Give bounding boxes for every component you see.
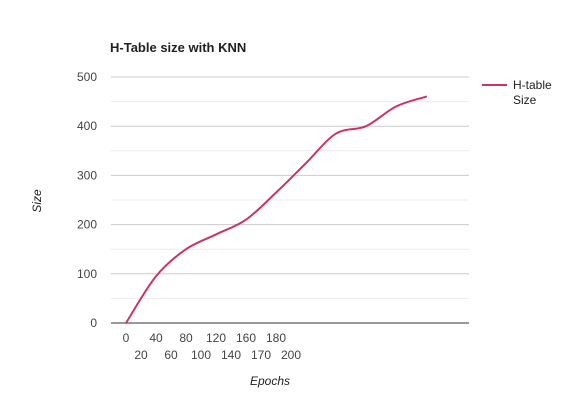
x-tick-label: 120 [206,331,226,345]
x-tick-label: 140 [221,348,241,362]
series-layer [125,95,427,324]
x-tick-label: 180 [266,331,286,345]
legend-label: H-table Size [513,78,552,107]
y-tick-label: 500 [77,70,97,84]
y-axis-ticks: 0 100 200 300 400 500 [77,70,97,330]
x-tick-label: 0 [123,331,130,345]
x-tick-label: 80 [179,331,193,345]
grid-lines [111,76,469,324]
x-tick-label: 20 [134,348,148,362]
x-tick-label: 100 [191,348,211,362]
legend: H-table Size [482,78,552,107]
series-line [125,95,427,324]
x-tick-label: 60 [164,348,178,362]
y-tick-label: 200 [77,218,97,232]
y-axis-label: Size [30,189,44,213]
y-tick-label: 0 [90,316,97,330]
x-tick-label: 40 [149,331,163,345]
y-tick-label: 400 [77,119,97,133]
x-tick-label: 200 [281,348,301,362]
y-tick-label: 100 [77,267,97,281]
y-tick-label: 300 [77,168,97,182]
x-axis-label: Epochs [250,374,290,388]
chart-title: H-Table size with KNN [110,40,246,55]
x-tick-label: 170 [251,348,271,362]
x-tick-label: 160 [236,331,256,345]
